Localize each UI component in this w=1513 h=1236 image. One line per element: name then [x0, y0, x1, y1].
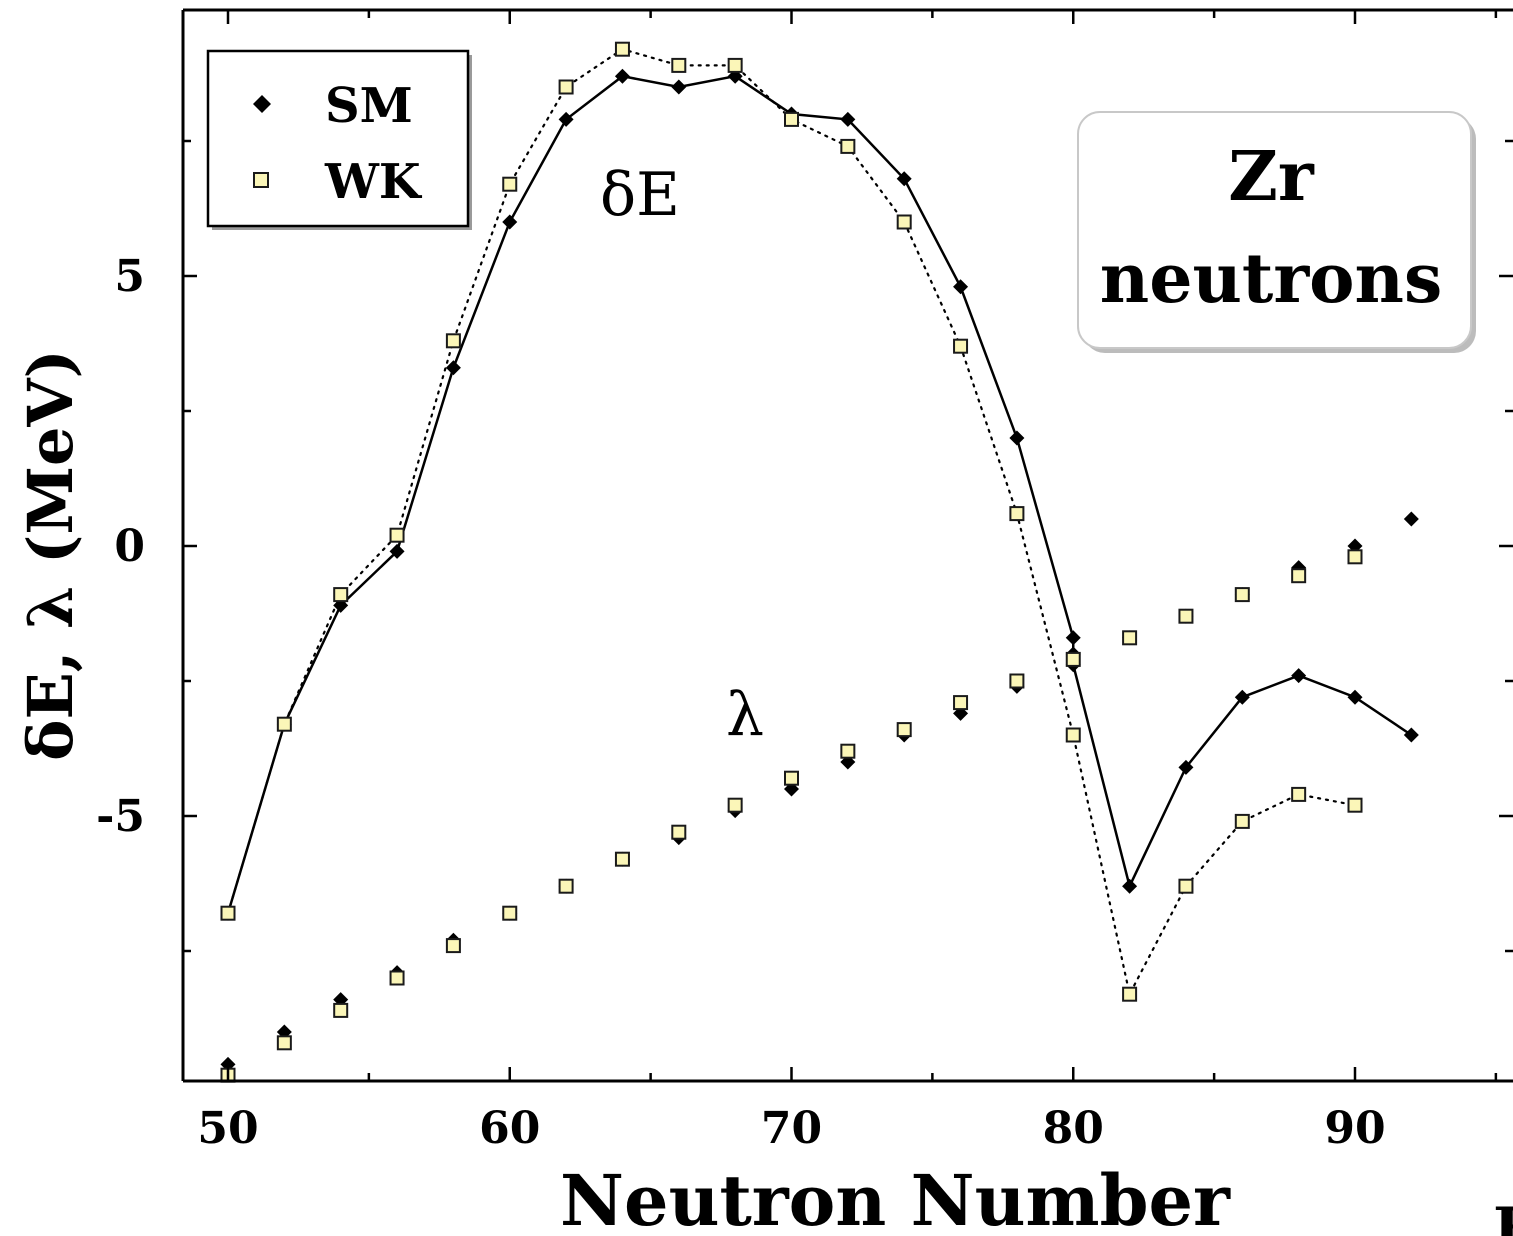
ticks	[183, 10, 1513, 1081]
wk-lambda-point	[502, 905, 518, 921]
wk-delta-e-point	[220, 905, 236, 921]
wk-lambda-point	[953, 695, 969, 711]
label-box-line1: Zr	[1228, 137, 1315, 217]
wk-lambda-point	[333, 1002, 349, 1018]
sm-delta-e-point	[840, 111, 856, 127]
label-box: Zr neutrons	[1077, 111, 1476, 353]
wk-delta-e-point	[1291, 786, 1307, 802]
wk-delta-e-point	[445, 333, 461, 349]
wk-delta-e-point	[953, 338, 969, 354]
legend-wk-marker	[253, 172, 269, 188]
sm-delta-e-point	[896, 171, 912, 187]
y-tick-label: -5	[96, 791, 145, 842]
x-axis-label: Neutron Number	[560, 1159, 1231, 1236]
legend-wk-label: WK	[324, 154, 423, 210]
wk-delta-e-point	[1009, 506, 1025, 522]
wk-delta-e-point	[1065, 727, 1081, 743]
wk-delta-e-point	[276, 716, 292, 732]
wk-lambda-point	[1347, 549, 1363, 565]
legend-box	[206, 49, 470, 228]
sm-delta-e-point	[671, 79, 687, 95]
sm-delta-e-point	[1178, 759, 1194, 775]
label-box-line2: neutrons	[1100, 239, 1442, 319]
legend-sm-label: SM	[325, 78, 413, 134]
wk-delta-e-point	[614, 41, 630, 57]
wk-delta-e-point	[389, 527, 405, 543]
sm-delta-e-point	[1403, 727, 1419, 743]
wk-delta-e-point	[1178, 878, 1194, 894]
wk-lambda-point	[1009, 673, 1025, 689]
y-axis-label: δE, λ (MeV)	[14, 349, 87, 761]
sm-delta-e-point	[1347, 689, 1363, 705]
wk-lambda-point	[1291, 568, 1307, 584]
tick-labels: 50 60 70 80 90 -5 0 5	[96, 251, 1386, 1154]
y-tick-label: 5	[114, 251, 145, 302]
sm-delta-e-point	[558, 111, 574, 127]
wk-lambda-point	[1234, 587, 1250, 603]
corner-annotation: F	[1493, 1195, 1513, 1236]
lambda-annotation: λ	[726, 680, 764, 750]
sm-delta-e-point	[614, 68, 630, 84]
x-tick-label: 70	[761, 1103, 822, 1154]
wk-delta-e-point	[896, 214, 912, 230]
sm-delta-e-point	[1122, 878, 1138, 894]
legend: SM WK	[206, 49, 472, 230]
wk-delta-e-point	[671, 57, 687, 73]
wk-delta-e-point	[333, 587, 349, 603]
wk-lambda-point	[896, 722, 912, 738]
sm-delta-e-point	[1009, 430, 1025, 446]
y-tick-label: 0	[114, 521, 145, 572]
label-box-frame	[1077, 111, 1472, 349]
x-tick-label: 90	[1324, 1103, 1385, 1154]
x-tick-label: 50	[197, 1103, 258, 1154]
sm-delta-e-point	[1291, 668, 1307, 684]
legend-sm-marker	[253, 95, 271, 113]
x-tick-label: 60	[479, 1103, 540, 1154]
sm-delta-e-point	[1234, 689, 1250, 705]
sm-delta-e-point	[389, 543, 405, 559]
wk-lambda-point	[784, 770, 799, 786]
wk-delta-e-point	[1347, 797, 1363, 813]
wk-lambda-point	[727, 797, 743, 813]
sm-lambda-point	[1403, 511, 1419, 527]
wk-lambda-point	[1065, 651, 1081, 667]
wk-delta-e-point	[502, 176, 518, 192]
sm-delta-e-point	[953, 279, 969, 295]
wk-lambda-point	[1178, 608, 1194, 624]
wk-lambda-point	[276, 1035, 292, 1051]
wk-lambda-point	[558, 878, 574, 894]
wk-delta-e-point	[558, 79, 574, 95]
wk-lambda-point	[614, 851, 630, 867]
wk-lambda-point	[671, 824, 687, 840]
wk-lambda-point	[1122, 630, 1138, 646]
x-tick-label: 80	[1043, 1103, 1104, 1154]
wk-delta-e-point	[784, 111, 799, 127]
wk-delta-e-point	[840, 138, 856, 154]
wk-delta-e-point	[1234, 813, 1250, 829]
sm-delta-e-point	[502, 214, 518, 230]
wk-lambda-point	[840, 743, 856, 759]
wk-delta-e-point	[1122, 986, 1138, 1002]
wk-delta-e-point	[727, 57, 743, 73]
wk-lambda-point	[445, 938, 461, 954]
sm-delta-e-point	[1065, 630, 1081, 646]
delta-e-annotation: δE	[600, 160, 680, 230]
wk-lambda-point	[389, 970, 405, 986]
sm-delta-e-point	[445, 360, 461, 376]
plot-markers	[220, 41, 1419, 1083]
